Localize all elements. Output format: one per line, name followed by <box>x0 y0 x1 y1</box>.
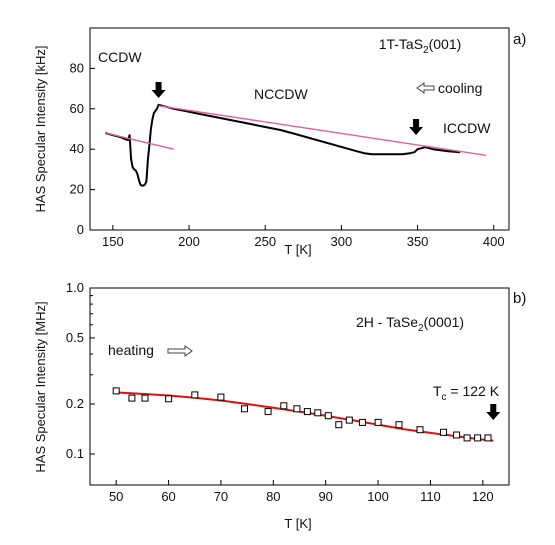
panel-b-data-point <box>112 387 120 395</box>
panel-a-ytick-label: 80 <box>70 60 84 75</box>
panel-a-xtick-label: 350 <box>407 234 429 249</box>
panel-b-data-point <box>416 426 424 434</box>
panel-b-data-point <box>280 402 288 410</box>
panel-b-label: b) <box>513 290 526 307</box>
panel-a-xtick-label: 250 <box>254 234 276 249</box>
panel-b-xlabel: T [K] <box>284 516 311 531</box>
panel-b-data-point <box>335 421 343 429</box>
tc-label: Tc = 122 K <box>433 383 500 403</box>
panel-b-frame <box>89 287 510 486</box>
panel-b-xtick-label: 120 <box>472 489 494 504</box>
panel-a-ytick-label: 0 <box>77 222 84 237</box>
panel-b-data-point <box>484 434 492 442</box>
panel-b-xtick-label: 70 <box>214 489 228 504</box>
panel-a-xtick-label: 400 <box>483 234 505 249</box>
panel-b-data-point <box>165 395 173 403</box>
iccdw-label: ICCDW <box>443 120 491 136</box>
panel-b: 0.1 0.2 0.5 1.0 50 60 70 80 90 100 110 120 b) T [K… <box>33 280 526 531</box>
panel-b-data-point <box>128 394 136 402</box>
panel-b-data-point <box>293 405 301 413</box>
panel-b-data-point <box>241 405 248 413</box>
heating-arrow-icon <box>167 345 193 357</box>
panel-b-data-point <box>264 408 272 416</box>
panel-a-frame <box>89 27 510 231</box>
panel-a-xlabel: T [K] <box>284 242 311 257</box>
panel-a-xtick-label: 200 <box>178 234 200 249</box>
panel-b-xtick-label: 80 <box>266 489 280 504</box>
transition-arrow-icon <box>151 82 166 98</box>
panel-b-data-point <box>191 391 199 399</box>
panel-a-ylabel: HAS Specular Intensity [kHz] <box>33 46 48 213</box>
panel-b-data-point <box>303 408 311 416</box>
panel-a-fit-line <box>158 105 487 156</box>
panel-b-ylabel: HAS Specular Intensity [MHz] <box>33 301 48 472</box>
panel-b-data-point <box>217 393 225 401</box>
panel-b-data-point <box>440 428 447 436</box>
panel-b-data-point <box>345 416 353 424</box>
heating-label: heating <box>108 342 154 358</box>
panel-b-ytick-label: 0.1 <box>66 446 84 461</box>
panel-b-data-point <box>141 394 149 402</box>
panel-b-data-point <box>395 421 403 429</box>
panel-b-ytick-label: 1.0 <box>66 280 84 295</box>
panel-b-fit-line <box>116 391 494 442</box>
panel-b-data-point <box>463 434 471 442</box>
panel-a-fit-line <box>105 132 174 150</box>
panel-b-data-point <box>374 418 382 426</box>
panel-b-data-point <box>453 431 461 439</box>
panel-b-data-point <box>314 409 322 417</box>
panel-b-xtick-label: 50 <box>109 489 123 504</box>
panel-a-ytick-label: 20 <box>70 182 84 197</box>
panel-b-xtick-label: 110 <box>420 489 441 504</box>
panel-a-ytick-label: 40 <box>70 141 84 156</box>
panel-a-xtick-label: 300 <box>331 234 353 249</box>
cooling-label: cooling <box>438 80 482 96</box>
panel-b-sample-label: 2H - TaSe2(0001) <box>356 314 464 334</box>
cooling-arrow-icon <box>416 82 435 94</box>
panel-a-label: a) <box>513 31 526 48</box>
panel-b-xtick-label: 60 <box>161 489 175 504</box>
panel-a: 0 20 40 60 80 150 200 250 300 350 400 a) T [K] HA… <box>33 27 526 257</box>
panel-b-data-point <box>474 434 482 442</box>
transition-arrow-icon <box>409 119 424 135</box>
panel-a-ytick-label: 60 <box>70 101 84 116</box>
panel-b-data-point <box>324 412 332 420</box>
ccdw-label: CCDW <box>98 49 142 65</box>
panel-a-data-line <box>104 103 461 187</box>
panel-b-ytick-label: 0.5 <box>66 330 84 345</box>
nccdw-label: NCCDW <box>254 86 308 102</box>
panel-b-xtick-label: 90 <box>318 489 332 504</box>
panel-a-xtick-label: 150 <box>102 234 124 249</box>
panel-b-xtick-label: 100 <box>367 489 389 504</box>
panel-b-data-point <box>358 418 366 426</box>
tc-arrow-icon <box>486 404 501 420</box>
panel-a-sample-label: 1T-TaS2(001) <box>379 36 462 56</box>
panel-b-ytick-label: 0.2 <box>66 396 84 411</box>
